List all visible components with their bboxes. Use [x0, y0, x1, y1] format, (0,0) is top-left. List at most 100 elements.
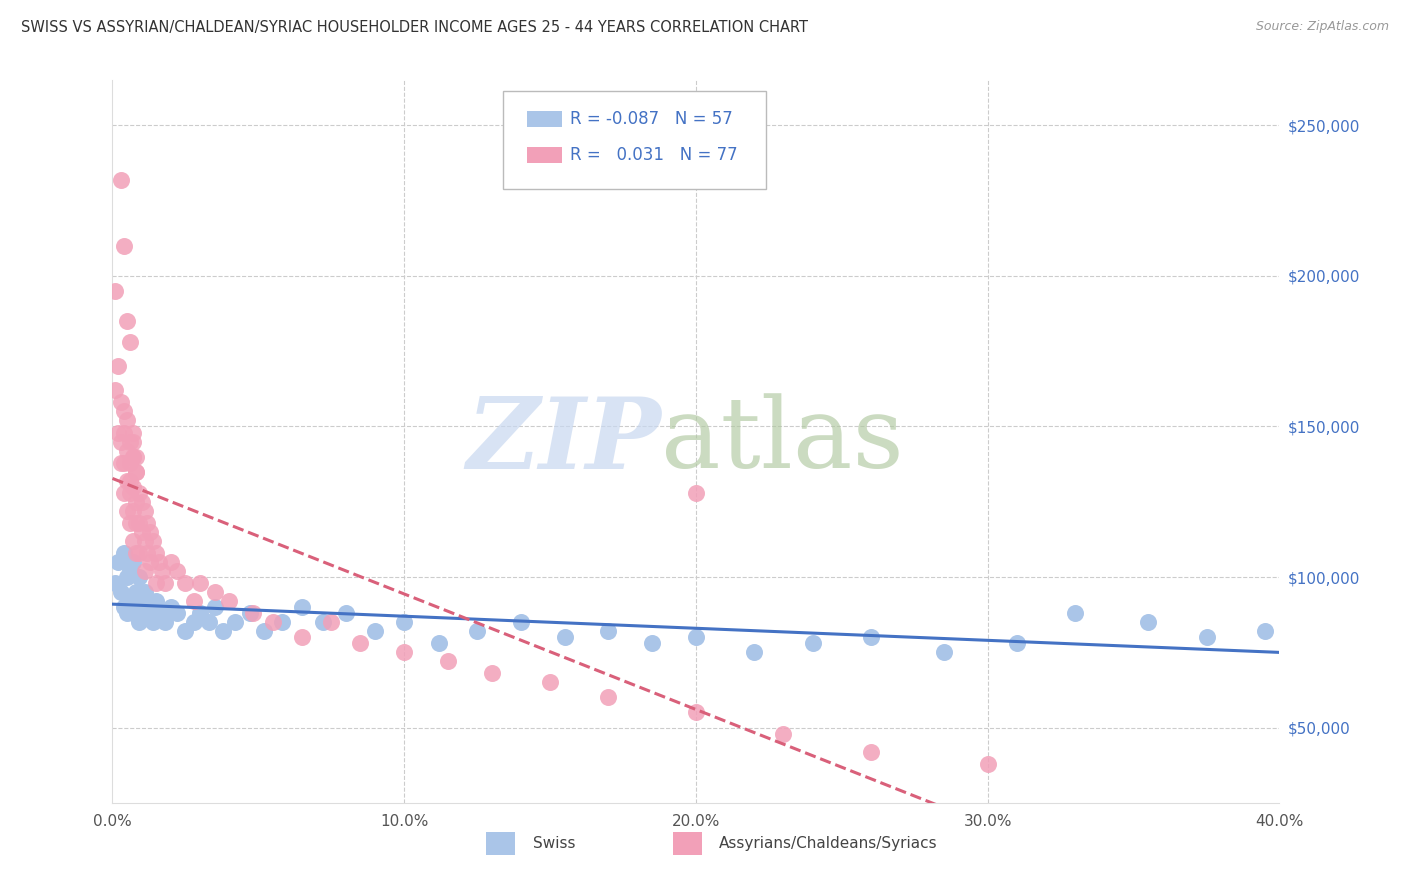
Point — [122, 434, 145, 449]
Point — [128, 615, 150, 630]
Bar — [527, 112, 562, 128]
Point — [134, 504, 156, 518]
Point — [153, 576, 176, 591]
Point — [107, 425, 129, 440]
Point — [174, 576, 197, 591]
Point — [118, 485, 141, 500]
Text: ZIP: ZIP — [465, 393, 661, 490]
Point — [685, 485, 707, 500]
Point — [112, 600, 135, 615]
Point — [122, 504, 145, 518]
Point — [115, 570, 138, 584]
Point — [110, 434, 132, 449]
Point — [183, 594, 205, 608]
Point — [685, 706, 707, 720]
Point — [641, 636, 664, 650]
Text: Source: ZipAtlas.com: Source: ZipAtlas.com — [1256, 20, 1389, 33]
Point — [125, 600, 148, 615]
Point — [1137, 615, 1160, 630]
Point — [204, 585, 226, 599]
Point — [115, 314, 138, 328]
Point — [148, 606, 170, 620]
Point — [166, 564, 188, 578]
Text: R = -0.087   N = 57: R = -0.087 N = 57 — [569, 111, 733, 128]
Point — [122, 450, 145, 464]
Point — [122, 480, 145, 494]
Point — [112, 456, 135, 470]
Point — [150, 564, 173, 578]
Point — [136, 600, 159, 615]
Point — [115, 443, 138, 458]
Point — [801, 636, 824, 650]
Point — [1005, 636, 1028, 650]
Point — [104, 384, 127, 398]
Point — [122, 425, 145, 440]
Point — [139, 606, 162, 620]
Point — [122, 555, 145, 569]
Point — [270, 615, 292, 630]
Point — [976, 756, 998, 771]
Point — [125, 465, 148, 479]
Point — [118, 564, 141, 578]
Point — [509, 615, 531, 630]
Point — [107, 359, 129, 374]
Point — [183, 615, 205, 630]
Point — [128, 516, 150, 530]
Point — [110, 395, 132, 409]
Point — [174, 624, 197, 639]
Point — [160, 600, 183, 615]
Point — [188, 576, 211, 591]
Point — [104, 576, 127, 591]
Point — [125, 450, 148, 464]
Point — [153, 615, 176, 630]
Point — [118, 434, 141, 449]
Point — [239, 606, 262, 620]
Point — [364, 624, 387, 639]
Point — [128, 570, 150, 584]
Point — [394, 645, 416, 659]
Point — [335, 606, 357, 620]
Point — [122, 533, 145, 548]
Point — [125, 546, 148, 560]
Text: R =   0.031   N = 77: R = 0.031 N = 77 — [569, 146, 738, 164]
Point — [598, 624, 620, 639]
Point — [107, 555, 129, 569]
Point — [145, 546, 167, 560]
Point — [598, 690, 620, 705]
Point — [321, 615, 343, 630]
Point — [242, 606, 264, 620]
Point — [311, 615, 333, 630]
Point — [112, 546, 135, 560]
Point — [427, 636, 450, 650]
Point — [224, 615, 246, 630]
Point — [118, 594, 141, 608]
Point — [125, 494, 148, 508]
Point — [118, 516, 141, 530]
Point — [131, 524, 153, 539]
Point — [142, 533, 165, 548]
Point — [538, 675, 561, 690]
Point — [197, 615, 219, 630]
Point — [394, 615, 416, 630]
Point — [128, 485, 150, 500]
Point — [212, 624, 235, 639]
Point — [554, 630, 576, 644]
Point — [291, 600, 314, 615]
Point — [118, 335, 141, 350]
Point — [128, 546, 150, 560]
Point — [134, 533, 156, 548]
Point — [110, 585, 132, 599]
Point — [115, 413, 138, 427]
Bar — [486, 831, 515, 855]
Point — [1195, 630, 1218, 644]
Text: atlas: atlas — [661, 393, 904, 490]
Text: Swiss: Swiss — [533, 836, 575, 851]
Point — [112, 425, 135, 440]
Point — [291, 630, 314, 644]
Point — [139, 555, 162, 569]
Point — [772, 726, 794, 740]
Point — [188, 606, 211, 620]
Point — [860, 745, 883, 759]
Point — [115, 606, 138, 620]
Point — [122, 450, 145, 464]
